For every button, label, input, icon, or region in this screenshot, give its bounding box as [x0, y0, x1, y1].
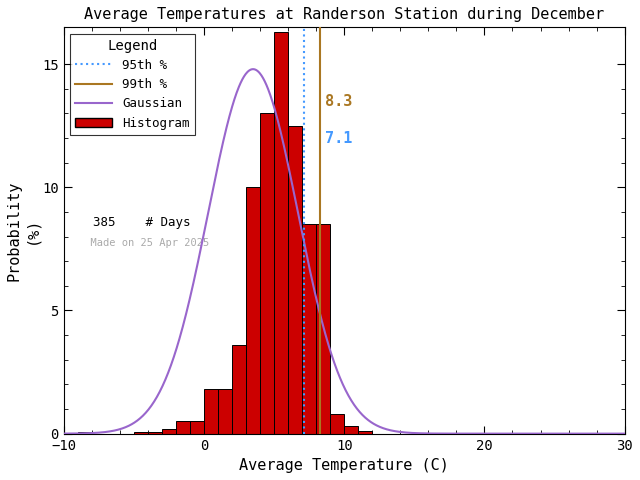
Text: 8.3: 8.3: [324, 94, 352, 108]
Text: 385    # Days: 385 # Days: [77, 216, 190, 229]
Bar: [148, 432, 162, 433]
Y-axis label: Probability
(%): Probability (%): [7, 180, 39, 281]
Bar: [260, 113, 274, 433]
Bar: [330, 414, 344, 433]
Bar: [77, 432, 92, 433]
Bar: [204, 389, 218, 433]
Bar: [176, 421, 190, 433]
Title: Average Temperatures at Randerson Station during December: Average Temperatures at Randerson Statio…: [84, 7, 604, 22]
Bar: [358, 431, 372, 433]
Bar: [162, 429, 176, 433]
Bar: [218, 389, 232, 433]
X-axis label: Average Temperature (C): Average Temperature (C): [239, 458, 449, 473]
Bar: [246, 187, 260, 433]
Bar: [232, 345, 246, 433]
Text: 7.1: 7.1: [324, 131, 352, 145]
Bar: [316, 224, 330, 433]
Bar: [344, 426, 358, 433]
Bar: [288, 126, 302, 433]
Bar: [134, 432, 148, 433]
Legend: 95th %, 99th %, Gaussian, Histogram: 95th %, 99th %, Gaussian, Histogram: [70, 34, 195, 134]
Bar: [274, 32, 288, 433]
Bar: [302, 224, 316, 433]
Text: Made on 25 Apr 2025: Made on 25 Apr 2025: [77, 238, 209, 248]
Bar: [190, 421, 204, 433]
